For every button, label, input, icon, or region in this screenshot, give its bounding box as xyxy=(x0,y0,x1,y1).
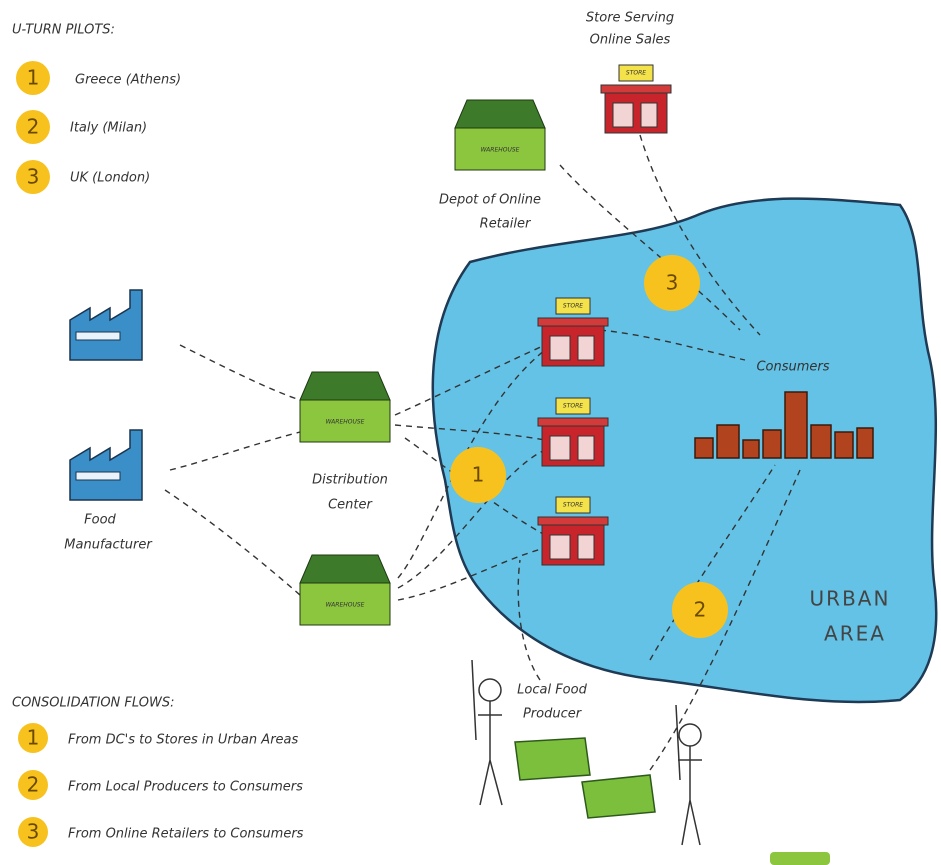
node-label: Online Sales xyxy=(590,33,671,48)
warehouse: WAREHOUSE xyxy=(455,100,545,170)
number-marker: 1 xyxy=(18,723,48,753)
node-label: Store Serving xyxy=(586,11,674,26)
store: STORE xyxy=(601,65,671,133)
marker-number: 1 xyxy=(472,463,485,487)
flow-lines-part xyxy=(180,345,300,400)
consumers-buildings-part xyxy=(695,438,713,458)
node-label: Manufacturer xyxy=(64,538,153,553)
farmers-part xyxy=(479,679,501,701)
number-marker: 3 xyxy=(18,817,48,847)
factory xyxy=(70,430,142,500)
farmers-part xyxy=(676,705,702,845)
consumers-buildings-part xyxy=(835,432,853,458)
farmers-part xyxy=(679,724,701,746)
store-awning xyxy=(538,418,608,426)
store-window xyxy=(550,436,570,460)
diagram: STORE STORE STORE STORE WAREHOUSE WAREHOUSE WA… xyxy=(0,0,941,865)
store-awning xyxy=(601,85,671,93)
store-sign: STORE xyxy=(563,502,583,509)
number-marker: 2 xyxy=(18,770,48,800)
node-label: Consumers xyxy=(756,360,829,375)
consumers-buildings-part xyxy=(785,392,807,458)
store-awning xyxy=(538,517,608,525)
warehouse-roof xyxy=(300,555,390,583)
fields-part xyxy=(582,775,655,818)
store-window xyxy=(550,535,570,559)
flow-lines-part xyxy=(170,432,300,470)
warehouse-roof xyxy=(455,100,545,128)
node-label: Local Food xyxy=(517,683,587,698)
page: STORE STORE STORE STORE WAREHOUSE WAREHOUSE WA… xyxy=(0,0,941,865)
number-marker: 1 xyxy=(16,61,50,95)
marker-number: 3 xyxy=(27,820,40,844)
flow-label: From DC's to Stores in Urban Areas xyxy=(68,733,299,748)
number-marker: 3 xyxy=(644,255,700,311)
factory-body xyxy=(70,290,142,360)
factory xyxy=(70,290,142,360)
consumers-buildings-part xyxy=(811,425,831,458)
flow-label: From Local Producers to Consumers xyxy=(68,780,303,795)
node-label: Distribution xyxy=(312,473,388,488)
marker-number: 3 xyxy=(666,271,679,295)
area-label: AREA xyxy=(824,622,886,646)
marker-number: 3 xyxy=(27,165,40,189)
store-awning xyxy=(538,318,608,326)
pilot-label: Greece (Athens) xyxy=(75,73,181,88)
corner-badge xyxy=(770,852,830,865)
node-label: Food xyxy=(84,513,116,528)
marker-number: 1 xyxy=(27,726,40,750)
warehouse: WAREHOUSE xyxy=(300,372,390,442)
fields xyxy=(515,738,655,818)
consumers-buildings-part xyxy=(743,440,759,458)
store-door xyxy=(641,103,657,127)
node-label: Center xyxy=(328,498,373,513)
store-door xyxy=(578,336,594,360)
number-marker: 3 xyxy=(16,160,50,194)
warehouse-roof xyxy=(300,372,390,400)
area-label: URBAN xyxy=(810,587,891,611)
node-label: Retailer xyxy=(480,217,532,232)
marker-number: 1 xyxy=(27,66,40,90)
warehouse: WAREHOUSE xyxy=(300,555,390,625)
store-sign: STORE xyxy=(626,70,646,77)
store-door xyxy=(578,535,594,559)
factory-windows xyxy=(76,472,120,480)
store-door xyxy=(578,436,594,460)
flow-lines-part xyxy=(165,490,300,595)
store-sign: STORE xyxy=(563,303,583,310)
warehouse-sign: WAREHOUSE xyxy=(481,147,520,154)
pilot-label: UK (London) xyxy=(70,171,150,186)
warehouse-sign: WAREHOUSE xyxy=(326,419,365,426)
number-marker: 1 xyxy=(450,447,506,503)
store-window xyxy=(550,336,570,360)
pilots-title: U-TURN PILOTS: xyxy=(12,23,115,38)
factory-windows xyxy=(76,332,120,340)
store-window xyxy=(613,103,633,127)
node-label: Depot of Online xyxy=(439,193,541,208)
factory-body xyxy=(70,430,142,500)
consumers-buildings-part xyxy=(857,428,873,458)
store-sign: STORE xyxy=(563,403,583,410)
number-marker: 2 xyxy=(16,110,50,144)
fields-part xyxy=(515,738,590,780)
pilot-label: Italy (Milan) xyxy=(70,121,147,136)
node-label: Producer xyxy=(523,707,583,722)
number-marker: 2 xyxy=(672,582,728,638)
marker-number: 2 xyxy=(694,598,707,622)
marker-number: 2 xyxy=(27,115,40,139)
consumers-buildings-part xyxy=(763,430,781,458)
flows-title: CONSOLIDATION FLOWS: xyxy=(12,696,174,711)
warehouse-sign: WAREHOUSE xyxy=(326,602,365,609)
consumers-buildings-part xyxy=(717,425,739,458)
marker-number: 2 xyxy=(27,773,40,797)
flow-label: From Online Retailers to Consumers xyxy=(68,827,304,842)
